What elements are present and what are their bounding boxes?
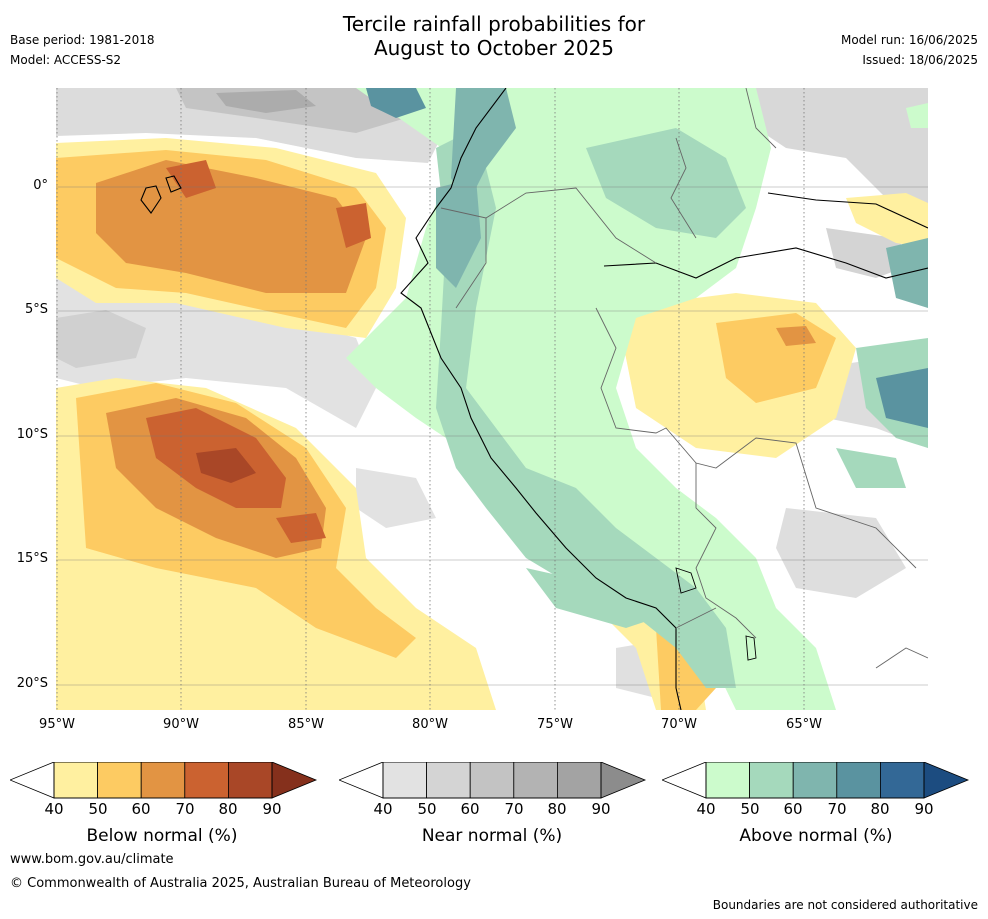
map-title: Tercile rainfall probabilities for Augus…: [0, 12, 988, 60]
near-normal-label: Near normal (%): [421, 826, 563, 846]
colorbar-near-extend: [600, 762, 647, 799]
boundaries-note: Boundaries are not considered authoritat…: [712, 898, 978, 912]
lon-label-70w: 70°W: [661, 717, 697, 732]
below-tick-80: 80: [218, 800, 238, 818]
above-normal-label: Above normal (%): [739, 826, 893, 846]
colorbar-near-swatch-5: [556, 762, 602, 799]
above-tick-40: 40: [696, 800, 716, 818]
colorbar-below-normal: [10, 762, 318, 799]
title-line-2: August to October 2025: [373, 36, 615, 60]
lat-label-20s: 20°S: [16, 676, 48, 691]
below-tick-40: 40: [44, 800, 64, 818]
above-tick-70: 70: [827, 800, 847, 818]
near-tick-70: 70: [504, 800, 524, 818]
colorbar-below-swatch-1: [53, 762, 98, 799]
colorbar-above-swatch-5: [879, 762, 925, 799]
above-tick-80: 80: [870, 800, 890, 818]
near-tick-50: 50: [417, 800, 437, 818]
website-link[interactable]: www.bom.gov.au/climate: [10, 852, 174, 867]
lakes: [675, 567, 757, 661]
lat-label-10s: 10°S: [16, 427, 48, 442]
issued-date: Issued: 18/06/2025: [862, 53, 978, 67]
lon-label-80w: 80°W: [412, 717, 448, 732]
colorbar-below-swatch-3: [140, 762, 186, 799]
model-run: Model run: 16/06/2025: [840, 33, 978, 47]
below-tick-70: 70: [175, 800, 195, 818]
above-tick-90: 90: [914, 800, 934, 818]
colorbar-below-extend: [271, 762, 318, 799]
colorbar-above-swatch-1: [705, 762, 750, 799]
lat-label-0: 0°: [33, 178, 48, 193]
colorbar-near-swatch-3: [469, 762, 515, 799]
colorbar-near-normal: [339, 762, 647, 799]
above-tick-50: 50: [740, 800, 760, 818]
model-name: Model: ACCESS-S2: [10, 53, 122, 67]
colorbar-above-swatch-3: [792, 762, 838, 799]
lon-label-75w: 75°W: [537, 717, 573, 732]
below-normal-regions: [56, 138, 928, 710]
map-gridlines: [56, 88, 928, 710]
country-borders: [440, 88, 928, 669]
colorbar-near-swatch-2: [426, 762, 471, 799]
meta-left: Base period: 1981-2018 Model: ACCESS-S2: [10, 30, 155, 70]
rainfall-probability-map: [56, 88, 928, 710]
lon-label-85w: 85°W: [288, 717, 324, 732]
above-normal-regions: [346, 88, 928, 710]
lon-label-95w: 95°W: [39, 717, 75, 732]
colorbar-below-swatch-4: [184, 762, 229, 799]
meta-right: Model run: 16/06/2025 Issued: 18/06/2025: [841, 30, 978, 70]
colorbar-above-swatch-4: [836, 762, 881, 799]
colorbar-below-swatch-5: [227, 762, 273, 799]
lat-label-15s: 15°S: [16, 551, 48, 566]
colorbar-below-swatch-2: [97, 762, 142, 799]
below-normal-label: Below normal (%): [86, 826, 238, 846]
colorbar-above-swatch-2: [749, 762, 794, 799]
near-tick-80: 80: [547, 800, 567, 818]
base-period: Base period: 1981-2018: [10, 33, 155, 47]
colorbar-near-swatch-4: [513, 762, 558, 799]
title-line-1: Tercile rainfall probabilities for: [342, 12, 646, 36]
near-tick-60: 60: [460, 800, 480, 818]
coastline: [140, 88, 928, 710]
near-tick-40: 40: [373, 800, 393, 818]
near-tick-90: 90: [591, 800, 611, 818]
copyright-text: © Commonwealth of Australia 2025, Austra…: [10, 876, 471, 891]
lon-label-90w: 90°W: [163, 717, 199, 732]
lon-label-65w: 65°W: [786, 717, 822, 732]
below-tick-60: 60: [131, 800, 151, 818]
colorbar-above-normal: [662, 762, 970, 799]
colorbar-near-swatch-1: [382, 762, 427, 799]
below-tick-90: 90: [262, 800, 282, 818]
colorbar-above-extend: [923, 762, 970, 799]
lat-label-5s: 5°S: [24, 302, 48, 317]
above-tick-60: 60: [783, 800, 803, 818]
below-tick-50: 50: [88, 800, 108, 818]
